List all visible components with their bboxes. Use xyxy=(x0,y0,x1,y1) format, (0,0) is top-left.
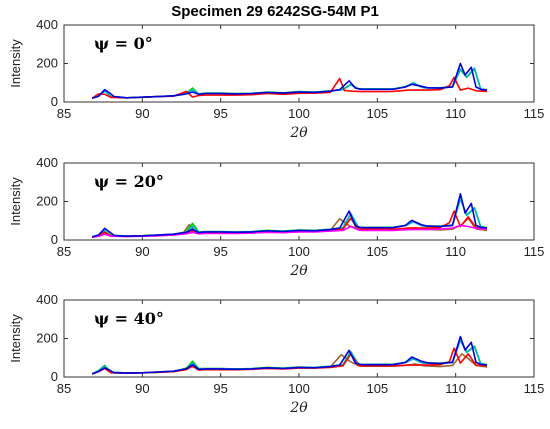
x-tick-label: 115 xyxy=(524,244,545,259)
x-tick-label: 85 xyxy=(57,244,71,259)
series-line-3 xyxy=(91,62,488,99)
y-tick-label: 400 xyxy=(36,17,58,32)
psi-annotation: ψ = 40° xyxy=(94,309,164,328)
y-axis-label: Intensity xyxy=(8,177,23,226)
x-tick-label: 105 xyxy=(366,381,388,396)
x-axis-label: 2θ xyxy=(289,400,308,416)
y-axis-label: Intensity xyxy=(8,39,23,88)
x-tick-label: 100 xyxy=(288,381,310,396)
y-tick-label: 0 xyxy=(51,94,58,109)
x-tick-label: 115 xyxy=(524,106,545,121)
figure-title: Specimen 29 6242SG-54M P1 xyxy=(171,3,379,20)
chart-panel-2: 85 90 95 100 105 110 115 0 200 400 2θ Intensity ψ = … xyxy=(8,292,544,416)
x-tick-label: 105 xyxy=(366,106,388,121)
y-tick-label: 200 xyxy=(36,331,58,346)
y-tick-label: 0 xyxy=(51,232,58,247)
x-tick-label: 85 xyxy=(57,106,71,121)
plot-area xyxy=(63,299,535,378)
y-axis-label: Intensity xyxy=(8,314,23,363)
x-tick-label: 90 xyxy=(135,381,149,396)
chart-panel-0: 85 90 95 100 105 110 115 0 200 400 2θ Intensity ψ = … xyxy=(8,17,544,141)
x-tick-label: 115 xyxy=(524,381,545,396)
x-tick-label: 100 xyxy=(288,244,310,259)
y-tick-label: 400 xyxy=(36,292,58,307)
x-axis-label: 2θ xyxy=(289,125,308,141)
y-tick-label: 400 xyxy=(36,155,58,170)
x-tick-label: 110 xyxy=(445,244,466,259)
y-tick-label: 200 xyxy=(36,56,58,71)
chart-panel-1: 85 90 95 100 105 110 115 0 200 400 2θ Intensity ψ = … xyxy=(8,155,544,279)
x-tick-label: 110 xyxy=(445,106,466,121)
x-tick-label: 85 xyxy=(57,381,71,396)
x-tick-label: 105 xyxy=(366,244,388,259)
psi-annotation: ψ = 0° xyxy=(94,34,153,53)
x-tick-label: 110 xyxy=(445,381,466,396)
x-tick-label: 95 xyxy=(213,381,227,396)
series-line-4 xyxy=(91,335,488,375)
y-tick-label: 0 xyxy=(51,369,58,384)
x-tick-label: 90 xyxy=(135,244,149,259)
series-line-5 xyxy=(91,193,488,238)
x-tick-label: 100 xyxy=(288,106,310,121)
x-tick-label: 90 xyxy=(135,106,149,121)
x-tick-label: 95 xyxy=(213,244,227,259)
x-tick-label: 95 xyxy=(213,106,227,121)
y-tick-label: 200 xyxy=(36,194,58,209)
psi-annotation: ψ = 20° xyxy=(94,172,164,191)
x-axis-label: 2θ xyxy=(289,263,308,279)
